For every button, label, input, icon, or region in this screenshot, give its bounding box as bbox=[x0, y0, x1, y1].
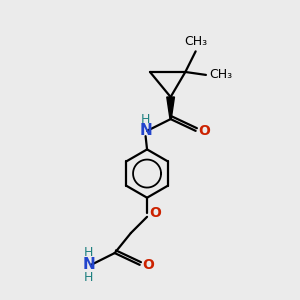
Text: O: O bbox=[142, 258, 154, 272]
Text: CH₃: CH₃ bbox=[184, 35, 207, 48]
Text: N: N bbox=[82, 257, 95, 272]
Text: H: H bbox=[141, 112, 150, 126]
Text: H: H bbox=[84, 246, 93, 259]
Polygon shape bbox=[167, 97, 174, 119]
Text: O: O bbox=[198, 124, 210, 138]
Text: N: N bbox=[139, 123, 152, 138]
Text: O: O bbox=[149, 206, 161, 220]
Text: H: H bbox=[84, 271, 93, 284]
Text: CH₃: CH₃ bbox=[209, 68, 232, 81]
